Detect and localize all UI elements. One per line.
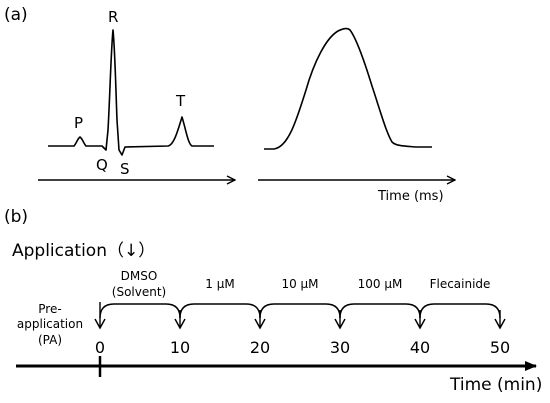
application-arrow-0-head — [94, 318, 106, 330]
application-arrow-50-head — [494, 318, 506, 330]
panel-b: (b) Application（↓） Pre- application (PA)… — [4, 207, 542, 395]
application-title: Application（↓） — [12, 241, 155, 261]
interval-arc-10-20 — [179, 303, 261, 319]
interval-arc-20-30 — [259, 303, 341, 319]
application-arrow-20-head — [254, 318, 266, 330]
t-wave-label: T — [175, 92, 186, 110]
p-wave-label: P — [74, 114, 83, 132]
tick-label-20: 20 — [250, 338, 270, 357]
action-potential-waveform — [264, 27, 432, 150]
interval-arc-0-10 — [99, 303, 181, 319]
pre-application-label-line1: Pre- — [38, 302, 61, 316]
segment-label-dmso: DMSO — [121, 269, 158, 283]
application-arrow-10-head — [174, 318, 186, 330]
r-wave-label: R — [108, 8, 118, 26]
application-arrows — [94, 302, 506, 330]
segment-label-dmso-solvent: (Solvent) — [112, 285, 166, 299]
time-ms-label: Time (ms) — [377, 189, 444, 204]
interval-arc-40-50 — [419, 303, 501, 319]
segment-label-10um: 10 μM — [281, 277, 318, 291]
tick-label-10: 10 — [170, 338, 190, 357]
segment-label-1um: 1 μM — [205, 277, 234, 291]
segment-label-100um: 100 μM — [358, 277, 403, 291]
panel-a-label: (a) — [4, 5, 28, 25]
tick-label-40: 40 — [410, 338, 430, 357]
pre-application-label-line2: application — [17, 317, 83, 331]
segment-label-flecainide: Flecainide — [430, 277, 491, 291]
q-wave-label: Q — [96, 156, 108, 174]
tick-label-50: 50 — [490, 338, 510, 357]
interval-arc-30-40 — [339, 303, 421, 319]
application-arrow-40-head — [414, 318, 426, 330]
tick-label-30: 30 — [330, 338, 350, 357]
panel-b-label: (b) — [4, 207, 28, 227]
ecg-waveform — [48, 29, 214, 156]
panel-a: (a) P R T Q S Time (ms) — [4, 5, 455, 204]
application-arrow-30-head — [334, 318, 346, 330]
pre-application-label-line3: (PA) — [38, 333, 62, 347]
tick-label-0: 0 — [95, 338, 105, 357]
time-min-label: Time (min) — [449, 375, 542, 395]
s-wave-label: S — [120, 160, 130, 178]
